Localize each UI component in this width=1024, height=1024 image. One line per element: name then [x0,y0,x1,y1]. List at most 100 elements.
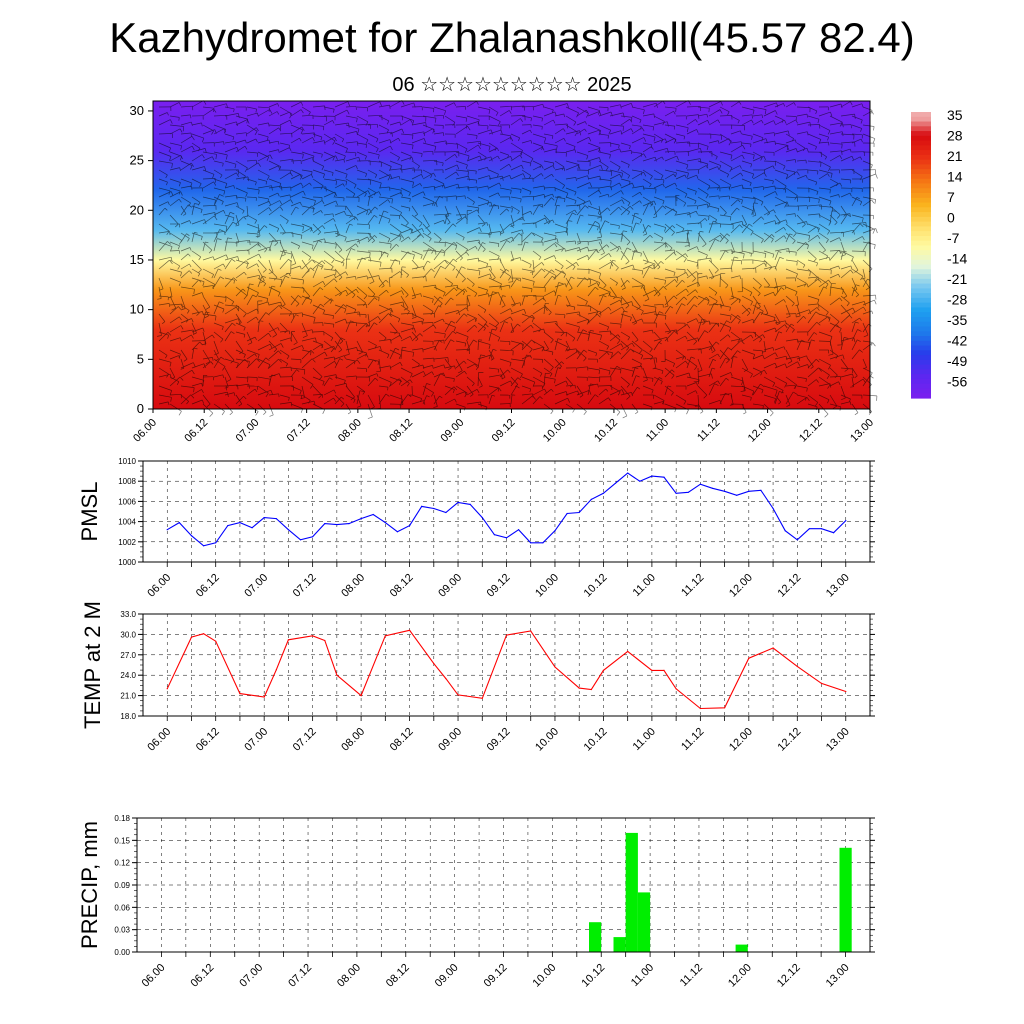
colorbar-segment [911,126,931,132]
colorbar-segment [911,369,931,375]
x-tick-label: 12.00 [746,417,774,445]
temp-2m-panel: 18.0 21.0 24.0 27.0 30.0 33.0 06.00 06.12 07.00 0… [80,601,875,754]
pmsl-point [651,475,653,477]
y-tick-label: 0.09 [114,881,130,890]
temp-2m-point [724,707,726,709]
pmsl-point [166,529,168,531]
colorbar-segment [911,140,931,146]
precip-bar [613,937,626,952]
x-tick-label: 06.12 [188,962,216,990]
colorbar-segment [911,250,931,256]
temp-2m-point [675,688,677,690]
colorbar-segment [911,212,931,218]
x-tick-label: 06.12 [194,726,222,754]
colorbar-segment [911,321,931,328]
x-tick-label: 08.12 [384,962,412,990]
colorbar-segment [911,183,931,189]
temp-2m-point [409,629,411,631]
pmsl-point [481,517,483,519]
temp-2m-point [312,635,314,637]
colorbar-segment [911,393,931,399]
colorbar-label: -28 [947,292,967,308]
x-tick-label: 12.12 [775,726,803,754]
colorbar-label: -21 [947,271,967,287]
colorbar-segment [911,388,931,394]
y-tick-label: 21.0 [120,692,136,701]
pmsl-frame [142,460,871,563]
colorbar-segment [911,193,931,199]
x-tick-label: 12.12 [797,417,825,445]
x-tick-label: 09.12 [485,572,513,600]
temp-2m-point [166,688,168,690]
colorbar-segment [911,264,931,270]
colorbar-segment [911,278,931,285]
x-tick-label: 07.12 [286,962,314,990]
temp-2m-point [360,695,362,697]
x-tick-label: 13.00 [824,962,852,990]
x-tick-label: 11.00 [631,726,658,753]
colorbar-segment [911,345,931,351]
x-tick-label: 08.12 [388,726,416,754]
colorbar-segment [911,283,931,289]
pmsl-point [493,534,495,536]
temp-2m-point [384,635,386,637]
pmsl-point [469,503,471,505]
pmsl-point [530,542,532,544]
y-tick-label: 0.00 [114,948,130,957]
colorbar-label: -42 [947,333,967,349]
pmsl-point [820,528,823,530]
pmsl-point [542,542,544,544]
pmsl-point [554,530,556,532]
colorbar-label: -7 [947,230,960,246]
x-tick-label: 07.00 [234,417,262,445]
colorbar-segment [911,169,931,175]
y-tick-label: 25 [130,153,144,168]
temp-2m-point [663,669,665,672]
x-tick-label: 07.12 [291,726,319,754]
x-tick-label: 10.00 [533,572,561,600]
x-tick-label: 11.12 [678,962,705,989]
pmsl-point [711,487,714,489]
colorbar-segment [911,245,931,251]
temp-2m-point [590,688,592,691]
pmsl-point [639,480,641,482]
pmsl-point [578,511,580,514]
temp-2m-point [748,657,750,659]
x-tick-label: 11.00 [629,962,656,989]
temp-2m-point [627,650,629,653]
colorbar-segment [911,312,931,318]
x-tick-label: 13.00 [824,572,852,600]
temp-2m-point [651,669,653,672]
colorbar-label: 28 [947,128,963,144]
colorbar-segment [911,293,931,299]
x-tick-label: 10.00 [533,726,561,754]
y-tick-label: 1004 [118,518,136,527]
colorbar-segment [911,302,931,309]
colorbar-label: -35 [947,312,967,328]
pmsl-point [518,529,520,531]
pmsl-point [687,491,689,493]
pmsl-point [627,472,629,474]
pmsl-point [614,482,617,484]
precip-bar [839,847,852,952]
pmsl-point [239,522,241,524]
pmsl-point [263,517,265,519]
temp-2m-point [578,687,580,689]
colorbar-segment [911,374,931,380]
y-tick-label: 20 [130,202,144,217]
pmsl-point [808,528,811,530]
wind-barbs [157,100,878,419]
x-tick-label: 12.12 [775,962,803,990]
colorbar-segment [911,216,931,223]
y-tick-label: 30.0 [120,630,136,639]
pmsl-point [396,531,398,533]
pmsl-point [190,535,193,537]
y-tick-label: 0 [137,401,144,416]
pmsl-point [360,518,362,520]
colorbar-label: 35 [947,107,963,123]
x-tick-label: 06.00 [145,726,173,754]
y-tick-label: 10 [130,302,144,317]
x-tick-label: 07.00 [242,726,270,754]
x-tick-label: 07.12 [285,417,313,445]
x-tick-label: 06.00 [140,962,168,990]
